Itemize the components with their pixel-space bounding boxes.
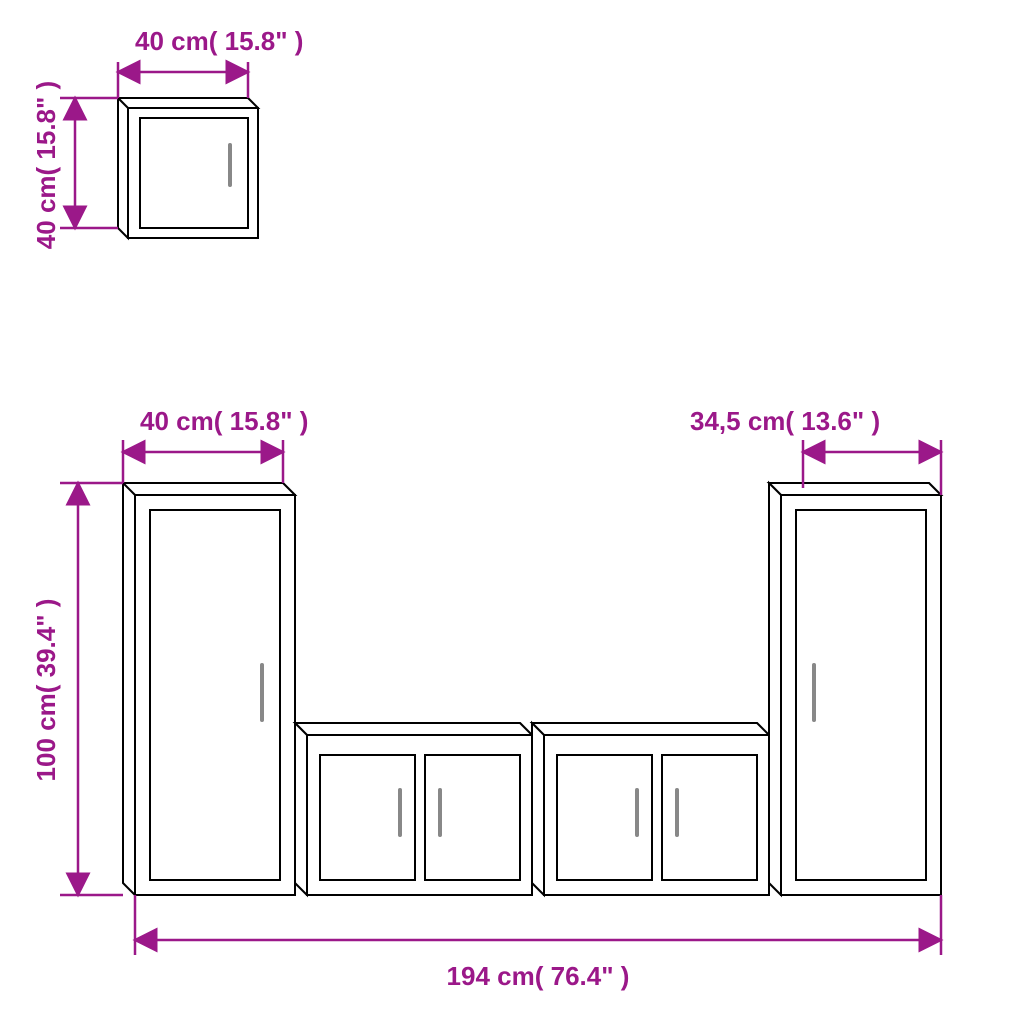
- dim-big-bottom: 194 cm( 76.4" ): [135, 895, 941, 991]
- dim-big-left: 100 cm( 39.4" ): [31, 483, 123, 895]
- right-tall-side: [769, 483, 781, 895]
- dim-big-top-right: 34,5 cm( 13.6" ): [690, 406, 941, 495]
- left-tall-top: [123, 483, 295, 495]
- small-cabinet-top: [118, 98, 258, 108]
- right-tall-cabinet: [769, 483, 941, 895]
- dimension-diagram: 40 cm( 15.8" ) 40 cm( 15.8" ): [0, 0, 1024, 1024]
- dim-small-left: 40 cm( 15.8" ): [31, 81, 118, 249]
- left-tall-side: [123, 483, 135, 895]
- small-cabinet-group: [118, 98, 258, 238]
- dim-small-top: 40 cm( 15.8" ): [118, 26, 303, 98]
- dim-label-big-left: 100 cm( 39.4" ): [31, 599, 61, 782]
- low1-top: [295, 723, 532, 735]
- dim-label-small-top: 40 cm( 15.8" ): [135, 26, 303, 56]
- dim-big-top-left: 40 cm( 15.8" ): [123, 406, 308, 483]
- small-cabinet-left: [118, 98, 128, 238]
- dim-label-big-top-right: 34,5 cm( 13.6" ): [690, 406, 880, 436]
- low-cabinet-2: [532, 723, 769, 895]
- low-cabinet-1: [295, 723, 532, 895]
- dim-label-big-top-left: 40 cm( 15.8" ): [140, 406, 308, 436]
- dim-label-big-bottom: 194 cm( 76.4" ): [447, 961, 630, 991]
- left-tall-cabinet: [123, 483, 295, 895]
- right-tall-top: [769, 483, 941, 495]
- dim-label-small-left: 40 cm( 15.8" ): [31, 81, 61, 249]
- low2-side: [532, 723, 544, 895]
- low2-top: [532, 723, 769, 735]
- low1-side: [295, 723, 307, 895]
- big-unit-group: [123, 483, 941, 895]
